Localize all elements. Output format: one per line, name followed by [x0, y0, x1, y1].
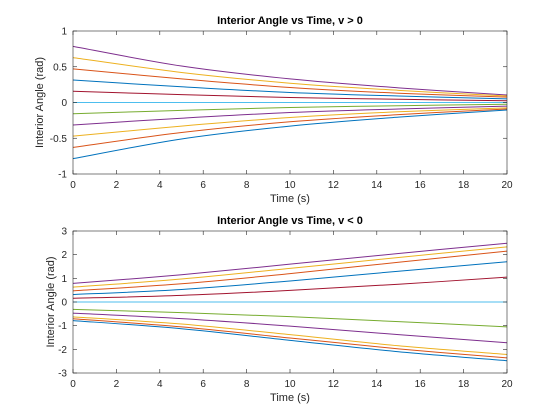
y-tick-label: 1 [61, 27, 67, 38]
x-tick-label: 12 [328, 180, 340, 191]
x-tick-label: 2 [114, 379, 120, 390]
x-tick-label: 12 [328, 379, 340, 390]
series-line-2 [72, 250, 508, 292]
series-line-1 [72, 57, 508, 97]
x-tick-label: 4 [157, 379, 163, 390]
x-tick-label: 20 [501, 180, 513, 191]
series-line-10 [72, 109, 508, 160]
x-tick-label: 6 [200, 379, 206, 390]
x-tick-label: 8 [244, 379, 250, 390]
x-tick-label: 10 [284, 180, 296, 191]
x-tick-label: 18 [458, 379, 470, 390]
x-tick-label: 18 [458, 180, 470, 191]
series-line-3 [72, 79, 508, 100]
series-line-3 [72, 261, 508, 296]
x-tick-label: 16 [415, 379, 427, 390]
y-tick-label: -3 [58, 369, 67, 380]
series-line-9 [72, 318, 508, 359]
chart-bottom: Interior Angle vs Time, v < 0 0 2 4 6 8 10 12 1… [45, 215, 513, 404]
series-line-0 [72, 45, 508, 96]
series-line-8 [72, 107, 508, 137]
series-line-2 [72, 68, 508, 98]
y-axis-label: Interior Angle (rad) [45, 256, 57, 347]
chart-title: Interior Angle vs Time, v < 0 [217, 215, 363, 227]
series-line-8 [72, 316, 508, 356]
y-axis-label: Interior Angle (rad) [34, 57, 46, 148]
y-tick-label: -1 [58, 170, 67, 181]
series-line-9 [72, 108, 508, 148]
x-tick-label: 0 [70, 180, 76, 191]
series-line-4 [72, 276, 508, 299]
y-tick-label: 3 [61, 227, 67, 238]
x-tick-label: 8 [244, 180, 250, 191]
y-tick-label: -1 [58, 321, 67, 332]
y-tick-label: 2 [61, 250, 67, 261]
chart-title: Interior Angle vs Time, v > 0 [217, 15, 363, 27]
series-line-7 [72, 105, 508, 126]
x-tick-label: 0 [70, 379, 76, 390]
x-tick-label: 10 [284, 379, 296, 390]
series-layer [72, 45, 508, 160]
series-line-6 [72, 308, 508, 328]
series-line-1 [72, 246, 508, 288]
x-tick-label: 14 [371, 180, 383, 191]
y-tick-label: -2 [58, 345, 67, 356]
y-tick-label: 1 [61, 274, 67, 285]
y-tick-label: 0 [61, 98, 67, 109]
x-tick-label: 4 [157, 180, 163, 191]
x-axis-label: Time (s) [270, 193, 310, 205]
x-tick-label: 16 [415, 180, 427, 191]
x-axis-label: Time (s) [270, 392, 310, 404]
y-tick-label: -0.5 [50, 134, 68, 145]
series-line-10 [72, 320, 508, 362]
series-line-6 [72, 103, 508, 115]
y-tick-label: 0.5 [53, 62, 67, 73]
x-tick-label: 2 [114, 180, 120, 191]
x-tick-label: 6 [200, 180, 206, 191]
tick-layer: 0 2 4 6 8 10 12 14 16 18 20 -1 -0.5 0 0.5 1 [50, 27, 513, 192]
series-layer [72, 242, 508, 362]
x-tick-label: 14 [371, 379, 383, 390]
series-line-7 [72, 312, 508, 344]
series-line-4 [72, 90, 508, 102]
chart-top: Interior Angle vs Time, v > 0 0 2 4 6 8 10 12 1… [34, 15, 513, 205]
series-line-0 [72, 242, 508, 284]
x-tick-label: 20 [501, 379, 513, 390]
y-tick-label: 0 [61, 298, 67, 309]
